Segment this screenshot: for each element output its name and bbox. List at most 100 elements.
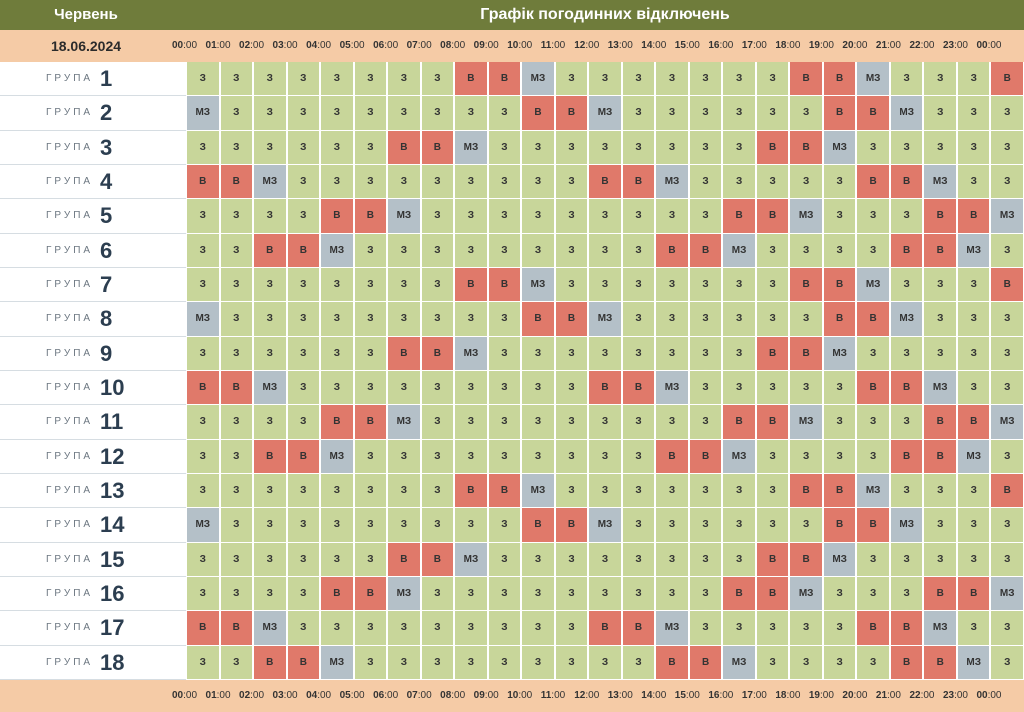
status-cell: З <box>555 62 588 96</box>
status-cell: З <box>756 268 789 302</box>
group-label: ГРУПА 13 <box>0 474 186 509</box>
hour-label-minutes: :00 <box>216 40 231 51</box>
status-cell: З <box>321 302 353 336</box>
hour-label-minutes: :00 <box>786 40 801 51</box>
status-cell: В <box>555 96 588 130</box>
status-cell: З <box>656 62 688 96</box>
status-cell: З <box>924 130 956 164</box>
status-cell: З <box>689 130 722 164</box>
status-cell: З <box>823 611 856 645</box>
status-cell: З <box>790 645 822 679</box>
hour-label-hour: 11 <box>540 40 552 51</box>
status-cell: З <box>220 268 253 302</box>
status-cell: З <box>488 371 521 405</box>
hour-label-minutes: :00 <box>250 40 265 51</box>
status-cell: З <box>220 542 253 576</box>
status-cell: З <box>187 474 219 508</box>
status-cell: МЗ <box>522 268 554 302</box>
hour-label: 13:00 <box>608 30 633 62</box>
hour-label-minutes: :00 <box>920 40 935 51</box>
group-label: ГРУПА 7 <box>0 268 186 303</box>
status-cell: З <box>957 371 990 405</box>
status-cell: З <box>756 302 789 336</box>
status-cell: З <box>622 96 655 130</box>
status-cell: З <box>354 62 387 96</box>
hour-label: 04:00 <box>306 30 331 62</box>
status-cell: З <box>991 165 1023 199</box>
group-word: ГРУПА <box>46 244 94 256</box>
hour-label-minutes: :00 <box>752 690 767 701</box>
status-cell: В <box>857 508 889 542</box>
status-cell: МЗ <box>723 645 755 679</box>
status-cell: З <box>522 233 554 267</box>
status-cell: З <box>388 165 420 199</box>
status-cell: З <box>254 96 286 130</box>
hour-label: 22:00 <box>909 680 934 712</box>
status-cell: В <box>656 439 688 473</box>
status-cell: З <box>187 268 219 302</box>
status-cell: МЗ <box>589 96 621 130</box>
hour-label-hour: 00 <box>976 690 988 701</box>
status-cell: В <box>455 268 487 302</box>
hour-label-hour: 18 <box>775 690 787 701</box>
status-cell: З <box>522 439 554 473</box>
group-word: ГРУПА <box>46 176 94 187</box>
hour-label-minutes: :00 <box>954 40 968 51</box>
status-cell: З <box>656 302 688 336</box>
status-cell: В <box>522 508 554 542</box>
status-cell: З <box>689 577 722 611</box>
status-cell: З <box>622 130 655 164</box>
status-cell: З <box>589 199 621 233</box>
status-cell: З <box>589 130 621 164</box>
hour-label-minutes: :00 <box>551 40 566 51</box>
status-cell: В <box>220 165 253 199</box>
status-cell: МЗ <box>187 302 219 336</box>
status-cell: З <box>455 611 487 645</box>
group-word: ГРУПА <box>46 622 94 634</box>
status-cell: З <box>890 577 923 611</box>
hour-label-minutes: :00 <box>954 690 968 701</box>
group-number: 17 <box>100 615 125 641</box>
hour-label-hour: 04 <box>306 40 318 51</box>
hour-label: 09:00 <box>474 30 499 62</box>
status-cell: З <box>823 577 856 611</box>
status-cell: В <box>890 611 923 645</box>
hour-label: 02:00 <box>239 30 264 62</box>
status-cell: З <box>220 474 253 508</box>
group-label: ГРУПА 5 <box>0 199 186 234</box>
status-cell: З <box>723 268 755 302</box>
hour-label-hour: 00 <box>976 40 988 51</box>
status-cell: В <box>455 474 487 508</box>
status-cell: З <box>857 645 889 679</box>
status-cell: МЗ <box>589 302 621 336</box>
status-cell: З <box>488 336 521 370</box>
status-cell: З <box>555 611 588 645</box>
group-word: ГРУПА <box>46 588 94 599</box>
group-word: ГРУПА <box>46 73 94 84</box>
status-cell: З <box>321 474 353 508</box>
status-cell: В <box>890 233 923 267</box>
hours-header-bottom: 00:00 01:00 02:00 03:00 04:00 05:00 06:00 07:00… <box>0 680 1024 712</box>
hour-label-minutes: :00 <box>384 40 399 51</box>
status-cell: З <box>321 165 353 199</box>
hour-label-hour: 03 <box>272 690 284 701</box>
status-cell: В <box>555 508 588 542</box>
status-cell: МЗ <box>388 577 420 611</box>
status-cell: МЗ <box>823 336 856 370</box>
status-cell: З <box>187 439 219 473</box>
status-cell: В <box>790 336 822 370</box>
status-cell: З <box>488 542 521 576</box>
status-cell: З <box>924 474 956 508</box>
status-cell: З <box>957 62 990 96</box>
status-cell: З <box>656 96 688 130</box>
hour-label-minutes: :00 <box>853 40 868 51</box>
status-cell: З <box>823 645 856 679</box>
group-number: 9 <box>100 340 113 366</box>
status-cell: МЗ <box>991 405 1023 439</box>
status-cell: МЗ <box>857 62 889 96</box>
group-number: 13 <box>100 478 125 503</box>
hour-label-minutes: :00 <box>183 40 198 51</box>
status-cell: З <box>421 302 454 336</box>
status-cell: З <box>354 233 387 267</box>
status-cell: З <box>220 336 253 370</box>
